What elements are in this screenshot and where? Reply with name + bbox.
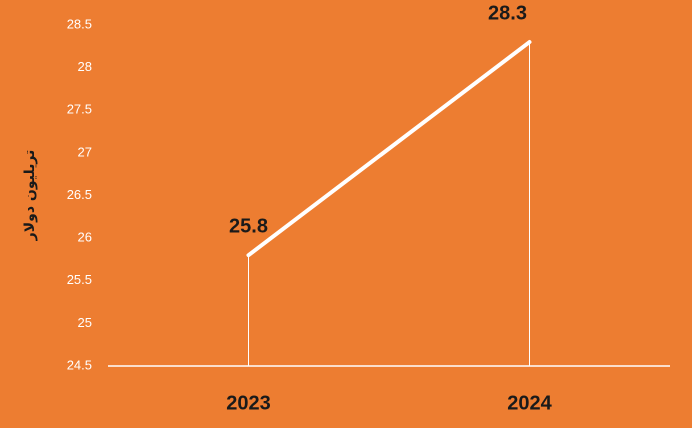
y-tick-label: 27.5 (67, 102, 92, 117)
y-tick-label: 24.5 (67, 357, 92, 372)
y-axis-title: تريليون دولار (22, 150, 38, 242)
y-tick-label: 25 (78, 315, 92, 330)
y-tick-label: 27 (78, 144, 92, 159)
y-tick-label: 28 (78, 59, 92, 74)
y-tick-label: 26.5 (67, 187, 92, 202)
x-tick-label: 2023 (226, 392, 271, 414)
y-tick-label: 28.5 (67, 16, 92, 31)
chart-background (0, 0, 692, 428)
line (246, 40, 532, 258)
data-label: 25.8 (229, 215, 268, 237)
y-tick-label: 26 (78, 230, 92, 245)
y-tick-label: 25.5 (67, 272, 92, 287)
data-label: 28.3 (488, 2, 527, 24)
x-tick-label: 2024 (507, 392, 552, 414)
